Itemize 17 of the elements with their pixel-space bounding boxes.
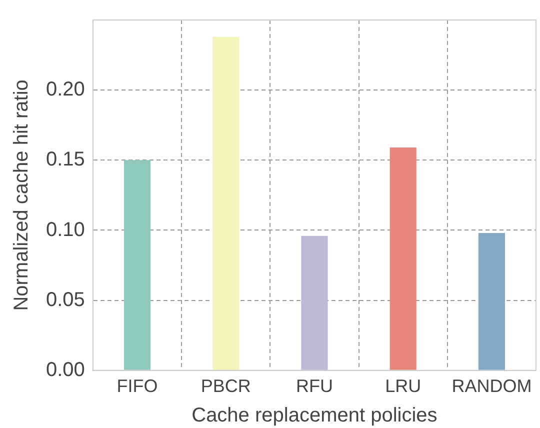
x-tick-label: RFU — [296, 376, 333, 396]
x-tick-label: PBCR — [200, 376, 251, 396]
x-tick-label: RANDOM — [452, 376, 532, 396]
bar — [124, 160, 151, 370]
bar — [478, 233, 505, 370]
x-tick-label: LRU — [385, 376, 422, 396]
bar — [212, 36, 240, 370]
bar — [301, 236, 328, 370]
y-tick-label: 0.05 — [46, 288, 85, 311]
x-axis-title: Cache replacement policies — [192, 404, 438, 427]
y-tick-label: 0.20 — [46, 78, 85, 101]
x-tick-label: FIFO — [116, 376, 158, 396]
y-tick-label: 0.00 — [46, 358, 85, 381]
y-tick-label: 0.10 — [46, 218, 85, 241]
y-tick-label: 0.15 — [46, 148, 85, 171]
bar — [390, 148, 416, 370]
y-axis-title: Normalized cache hit ratio — [10, 80, 33, 311]
